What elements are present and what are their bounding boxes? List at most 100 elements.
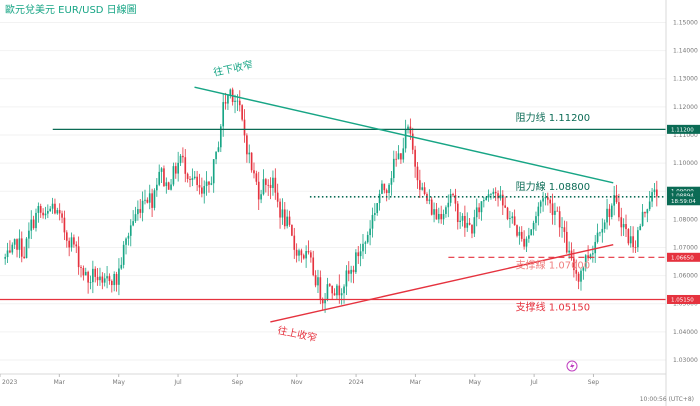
candle-body [267,184,270,186]
candle-body [305,251,307,259]
lightning-icon[interactable] [566,360,578,372]
y-tick-label: 1.07000 [673,244,698,251]
y-tick-label: 1.04000 [673,329,698,336]
candle-body [32,219,35,229]
candle-body [170,184,172,190]
candle-body [110,280,113,286]
candle-body [362,243,364,252]
candle-body [189,178,191,181]
candle-body [288,216,291,225]
candle-body [404,129,407,149]
candle-body [615,195,618,203]
price-label-text: 1.11200 [671,127,694,133]
candle-body [378,193,381,204]
candle-body [551,203,554,215]
candle-body [82,268,85,276]
candle-body [364,242,367,244]
candle-body [449,194,452,203]
y-tick-label: 1.15000 [673,19,698,26]
candle-body [568,250,570,253]
candle-body [546,197,549,200]
candle-body [68,240,70,248]
candle-body [468,222,471,225]
x-tick-label: Mar [410,379,422,386]
candle-body [509,218,511,219]
candle-body [511,216,514,219]
candle-body [504,205,506,208]
candle-body [300,250,303,256]
candle-body [359,251,362,257]
candle-body [629,236,632,244]
candle-body [637,230,639,248]
candle-body [201,187,203,194]
candle-body [454,195,457,204]
candle-body [582,267,585,271]
candle-body [163,168,165,187]
candle-body [84,271,87,276]
candle-body [148,193,151,203]
candle-body [343,286,345,294]
candle-body [397,153,400,160]
candle-body [641,211,644,226]
candle-body [338,285,341,296]
candle-body [608,208,611,217]
candle-body [182,155,184,158]
candle-body [262,179,265,195]
candle-body [423,187,426,194]
price-label-box [667,124,700,134]
candle-body [236,100,239,102]
candle-body [440,213,443,220]
candle-body [122,244,125,265]
candle-body [39,206,42,213]
annotation-label: 阻力線 1.08800 [516,180,591,193]
annotation-label: 支撑线 1.05150 [516,301,591,314]
candle-body [445,207,447,214]
x-tick-label: Nov [291,379,303,386]
candle-body [274,177,277,193]
candle-body [63,217,66,233]
candle-body [139,209,142,213]
candle-body [646,209,649,214]
candle-body [265,179,267,185]
candle-body [610,205,613,217]
candle-body [310,252,312,258]
candle-body [648,201,651,210]
candle-body [113,274,116,286]
candle-body [156,184,158,191]
candle-body [269,184,272,188]
candle-body [478,207,480,213]
candle-body [606,208,608,223]
price-label-text: 18:59:04 [671,199,696,205]
candle-body [371,214,374,229]
candle-body [580,270,582,282]
candle-body [494,191,497,194]
candle-body [158,171,161,185]
candle-body [246,135,248,155]
trend-line [270,243,614,323]
candle-body [106,276,108,279]
candle-body [501,194,504,206]
candle-body [442,213,445,220]
candle-body [395,158,397,160]
candle-body [587,255,589,259]
candle-body [134,214,137,222]
candle-body [11,244,14,253]
candle-body [224,102,227,104]
candle-body [544,197,547,199]
candle-body [622,224,625,228]
candle-body [184,157,187,174]
candle-body [385,190,388,194]
candle-body [483,200,485,202]
x-tick-label: May [112,379,125,386]
candle-body [243,119,246,136]
candle-body [13,239,16,245]
y-tick-label: 1.03000 [673,357,698,364]
x-tick-label: 2024 [348,379,363,386]
candle-body [639,225,642,231]
candle-body [435,209,438,220]
price-label-box [667,196,700,206]
candle-body [535,216,537,223]
candle-body [203,186,206,194]
candle-body [561,227,563,229]
